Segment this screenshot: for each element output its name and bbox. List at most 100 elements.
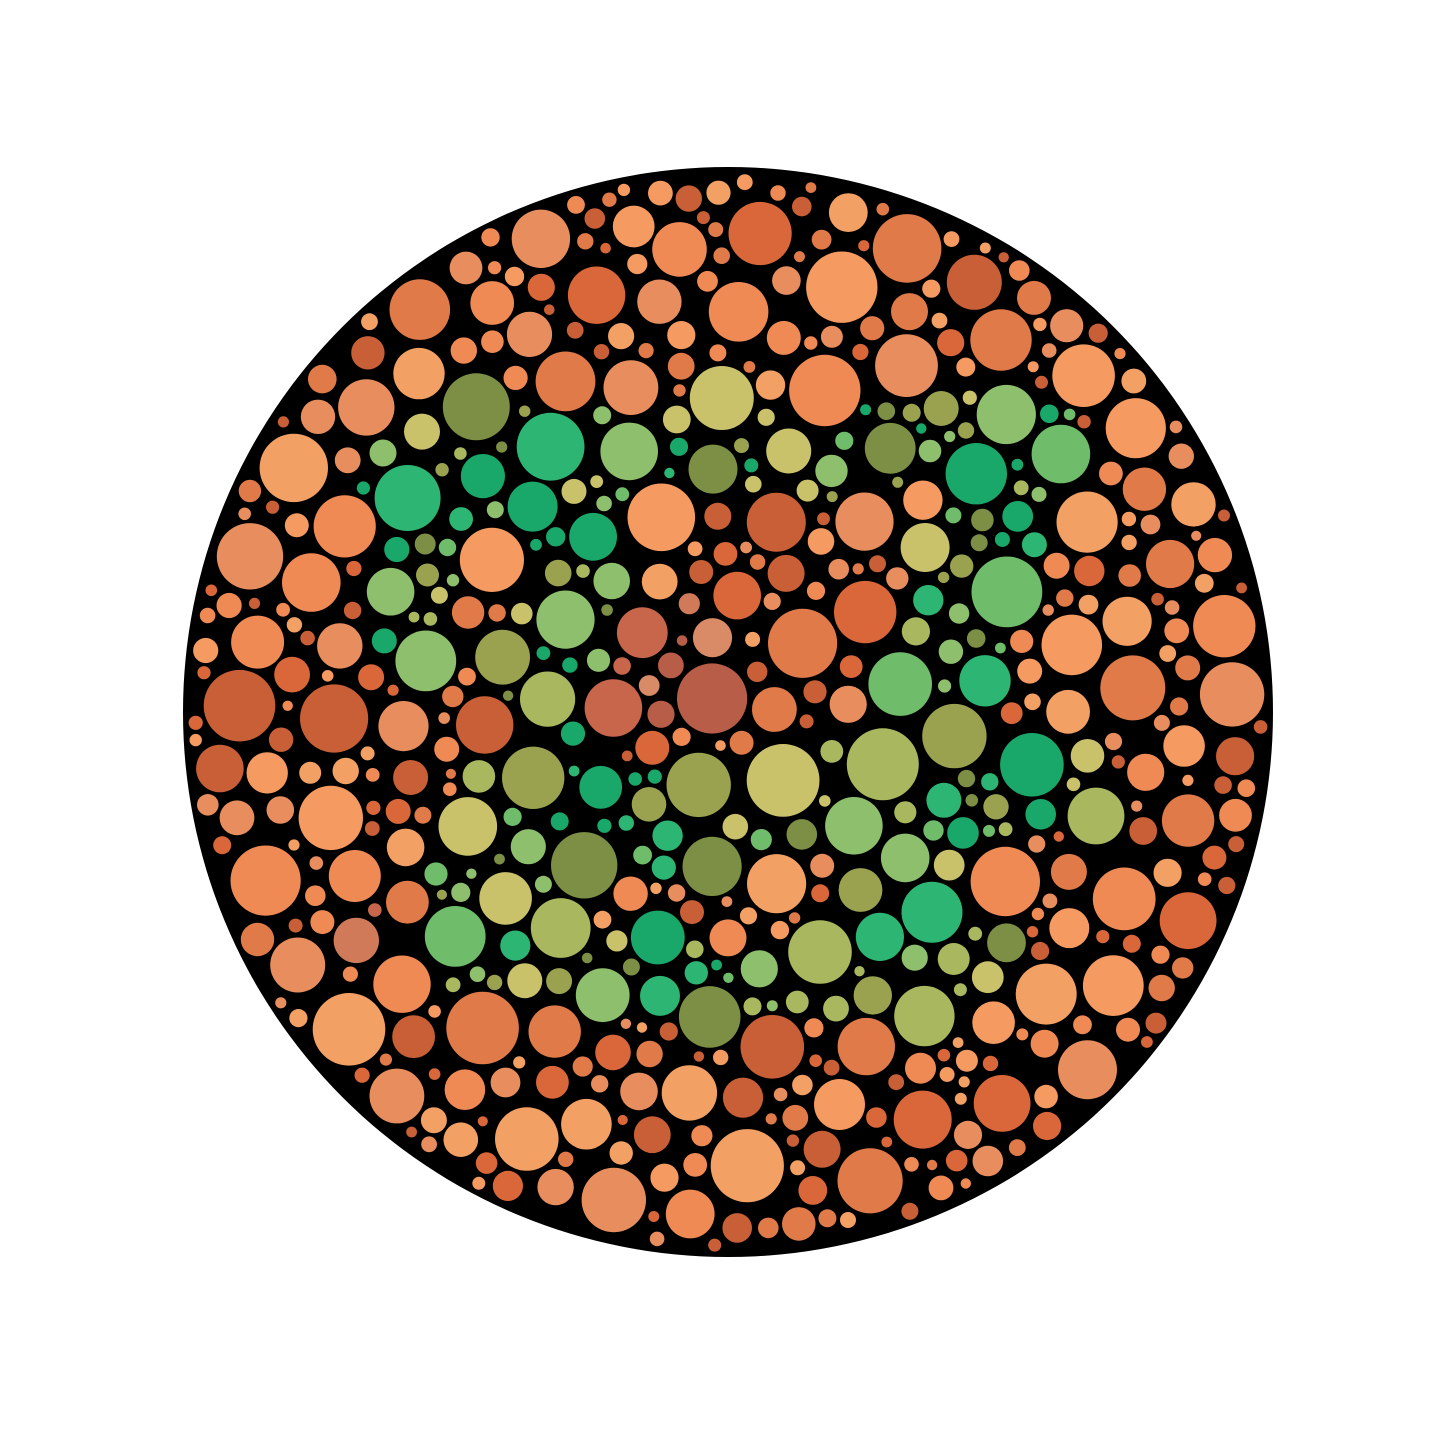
plate-dot	[310, 910, 335, 935]
plate-dot	[500, 930, 531, 961]
plate-dot	[1218, 509, 1230, 522]
plate-dot	[1026, 926, 1039, 938]
plate-dot	[743, 997, 762, 1016]
plate-dot	[393, 760, 429, 795]
plate-dot	[636, 1040, 663, 1068]
plate-dot	[472, 1176, 486, 1190]
plate-dot	[971, 556, 1043, 628]
plate-dot	[766, 1000, 778, 1012]
plate-dot	[544, 304, 555, 316]
plate-dot	[955, 1049, 978, 1072]
plate-dot	[1193, 595, 1256, 658]
plate-dot	[888, 1074, 905, 1091]
plate-dot	[1058, 1040, 1117, 1100]
plate-dot	[819, 795, 831, 807]
plate-dot	[615, 487, 630, 502]
plate-dot	[1027, 361, 1039, 373]
plate-dot	[454, 447, 467, 460]
plate-dot	[360, 746, 375, 761]
plate-dot	[745, 631, 761, 647]
plate-dot	[1015, 963, 1077, 1025]
plate-dot	[1031, 424, 1091, 484]
plate-dot	[196, 744, 244, 793]
plate-dot	[602, 192, 617, 207]
plate-dot	[1164, 600, 1180, 615]
plate-dot	[820, 740, 844, 763]
plate-dot	[746, 744, 820, 817]
plate-dot	[713, 247, 730, 264]
plate-dot	[766, 428, 812, 474]
plate-dot	[469, 966, 486, 982]
plate-dot	[636, 1022, 648, 1033]
plate-dot	[321, 670, 334, 682]
plate-dot	[750, 829, 772, 851]
plate-dot	[494, 853, 505, 865]
plate-dot	[803, 680, 827, 704]
plate-dot	[446, 574, 460, 587]
plate-dot	[675, 185, 702, 212]
plate-dot	[1175, 655, 1201, 681]
plate-dot	[937, 329, 965, 357]
plate-dot	[790, 1160, 806, 1176]
plate-dot	[507, 963, 543, 999]
plate-dot	[1002, 501, 1034, 532]
plate-dot	[943, 231, 960, 248]
plate-dot	[1140, 514, 1161, 535]
plate-dot	[530, 898, 591, 958]
plate-dot	[901, 944, 928, 971]
plate-dot	[503, 807, 522, 827]
plate-dot	[1031, 941, 1050, 961]
plate-dot	[364, 821, 380, 836]
plate-dot	[537, 1168, 574, 1206]
plate-dot	[729, 730, 754, 755]
plate-dot	[840, 1212, 856, 1228]
plate-dot	[1050, 853, 1087, 890]
plate-dot	[739, 907, 758, 925]
plate-dot	[659, 1022, 678, 1041]
plate-dot	[404, 413, 440, 450]
plate-dot	[1010, 629, 1034, 654]
plate-dot	[752, 687, 797, 732]
plate-dot	[682, 836, 742, 897]
plate-dot	[1145, 1012, 1167, 1034]
plate-dot	[248, 597, 261, 610]
plate-dot	[902, 403, 921, 422]
plate-dot	[998, 822, 1013, 837]
plate-dot	[953, 1120, 983, 1149]
plate-dot	[788, 920, 852, 984]
plate-dot	[567, 196, 585, 214]
plate-dot	[826, 491, 838, 503]
plate-dot	[354, 1067, 370, 1083]
plate-dot	[1191, 530, 1202, 541]
plate-dot	[688, 444, 738, 494]
plate-dot	[704, 502, 732, 530]
plate-dot	[803, 1130, 841, 1168]
plate-dot	[804, 1018, 824, 1038]
plate-dot	[767, 554, 805, 592]
plate-dot	[673, 384, 686, 397]
plate-dot	[948, 603, 970, 624]
plate-dot	[595, 1034, 631, 1071]
plate-dot	[635, 730, 670, 765]
plate-dot	[715, 740, 726, 751]
plate-dot	[449, 251, 483, 285]
plate-dot	[1031, 907, 1045, 921]
plate-dot	[852, 563, 864, 575]
plate-dot	[773, 1087, 788, 1102]
plate-dot	[713, 571, 761, 620]
plate-dot	[687, 541, 703, 557]
plate-dot	[577, 233, 594, 250]
plate-dot	[666, 752, 731, 818]
plate-dot	[368, 903, 382, 917]
plate-dot	[424, 906, 486, 967]
plate-dot	[923, 820, 944, 841]
plate-dot	[486, 501, 504, 519]
plate-dot	[393, 347, 445, 400]
plate-dot	[536, 646, 551, 660]
plate-dot	[475, 1152, 498, 1174]
plate-dot	[1042, 893, 1058, 909]
plate-dot	[971, 961, 1004, 994]
plate-dot	[866, 1107, 887, 1128]
plate-dot	[740, 950, 778, 988]
